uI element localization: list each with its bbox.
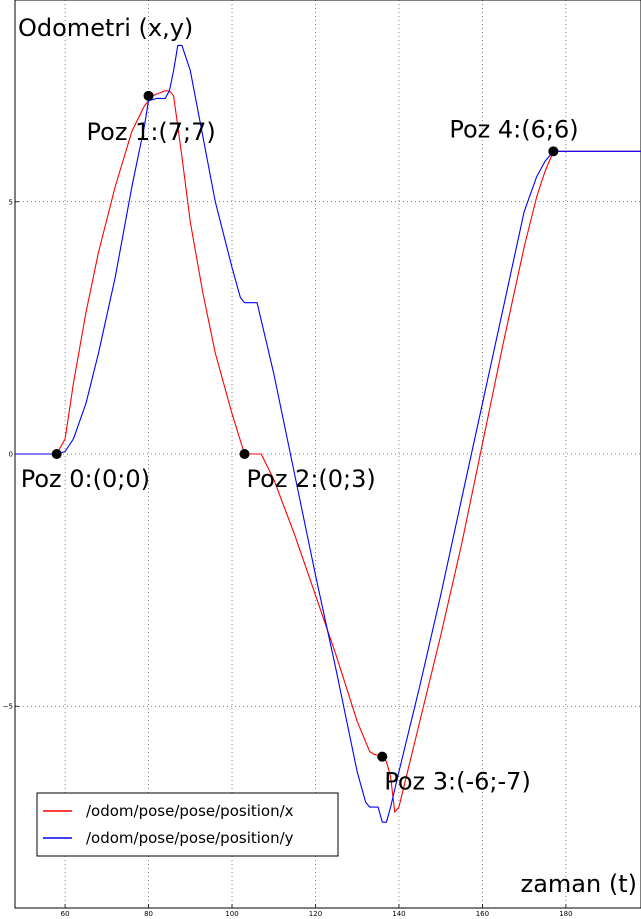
point-label-4: Poz 4:(6;6) bbox=[449, 115, 578, 143]
point-label-1: Poz 1:(7;7) bbox=[87, 118, 216, 146]
legend-box bbox=[36, 792, 339, 857]
point-label-0: Poz 0:(0;0) bbox=[21, 465, 150, 493]
x-tick-label: 180 bbox=[559, 910, 572, 918]
legend-label-x: /odom/pose/pose/position/x bbox=[86, 802, 294, 820]
point-marker-1 bbox=[143, 90, 154, 101]
point-marker-0 bbox=[51, 449, 62, 459]
x-tick-label: 100 bbox=[225, 910, 238, 918]
grid-lines bbox=[15, 0, 641, 908]
y-tick-label: 5 bbox=[9, 198, 13, 206]
series-lines bbox=[15, 44, 641, 823]
point-label-2: Poz 2:(0;3) bbox=[247, 465, 376, 493]
x-tick-label: 120 bbox=[309, 910, 322, 918]
annotated-points: Poz 0:(0;0) Poz 1:(7;7) Poz 2:(0;3) Poz 3:(… bbox=[21, 90, 579, 796]
series-line-y bbox=[15, 44, 641, 823]
legend-label-y: /odom/pose/pose/position/y bbox=[86, 829, 294, 847]
y-tick-label: 0 bbox=[9, 451, 13, 459]
x-tick-label: 140 bbox=[392, 910, 405, 918]
legend: /odom/pose/pose/position/x /odom/pose/po… bbox=[36, 792, 339, 857]
x-axis-label: zaman (t) bbox=[521, 870, 637, 898]
x-tick-label: 60 bbox=[61, 910, 70, 918]
chart-title: Odometri (x,y) bbox=[18, 14, 193, 42]
x-tick-label: 160 bbox=[476, 910, 489, 918]
series-line-x bbox=[15, 90, 641, 813]
x-tick-label: 80 bbox=[144, 910, 153, 918]
point-marker-4 bbox=[548, 146, 559, 157]
point-marker-3 bbox=[377, 751, 388, 762]
point-marker-2 bbox=[239, 449, 250, 459]
axis-ticks: 60 80 100 120 140 160 180 −5 0 5 bbox=[3, 198, 573, 918]
y-tick-label: −5 bbox=[3, 703, 13, 711]
point-label-3: Poz 3:(-6;-7) bbox=[384, 768, 531, 796]
